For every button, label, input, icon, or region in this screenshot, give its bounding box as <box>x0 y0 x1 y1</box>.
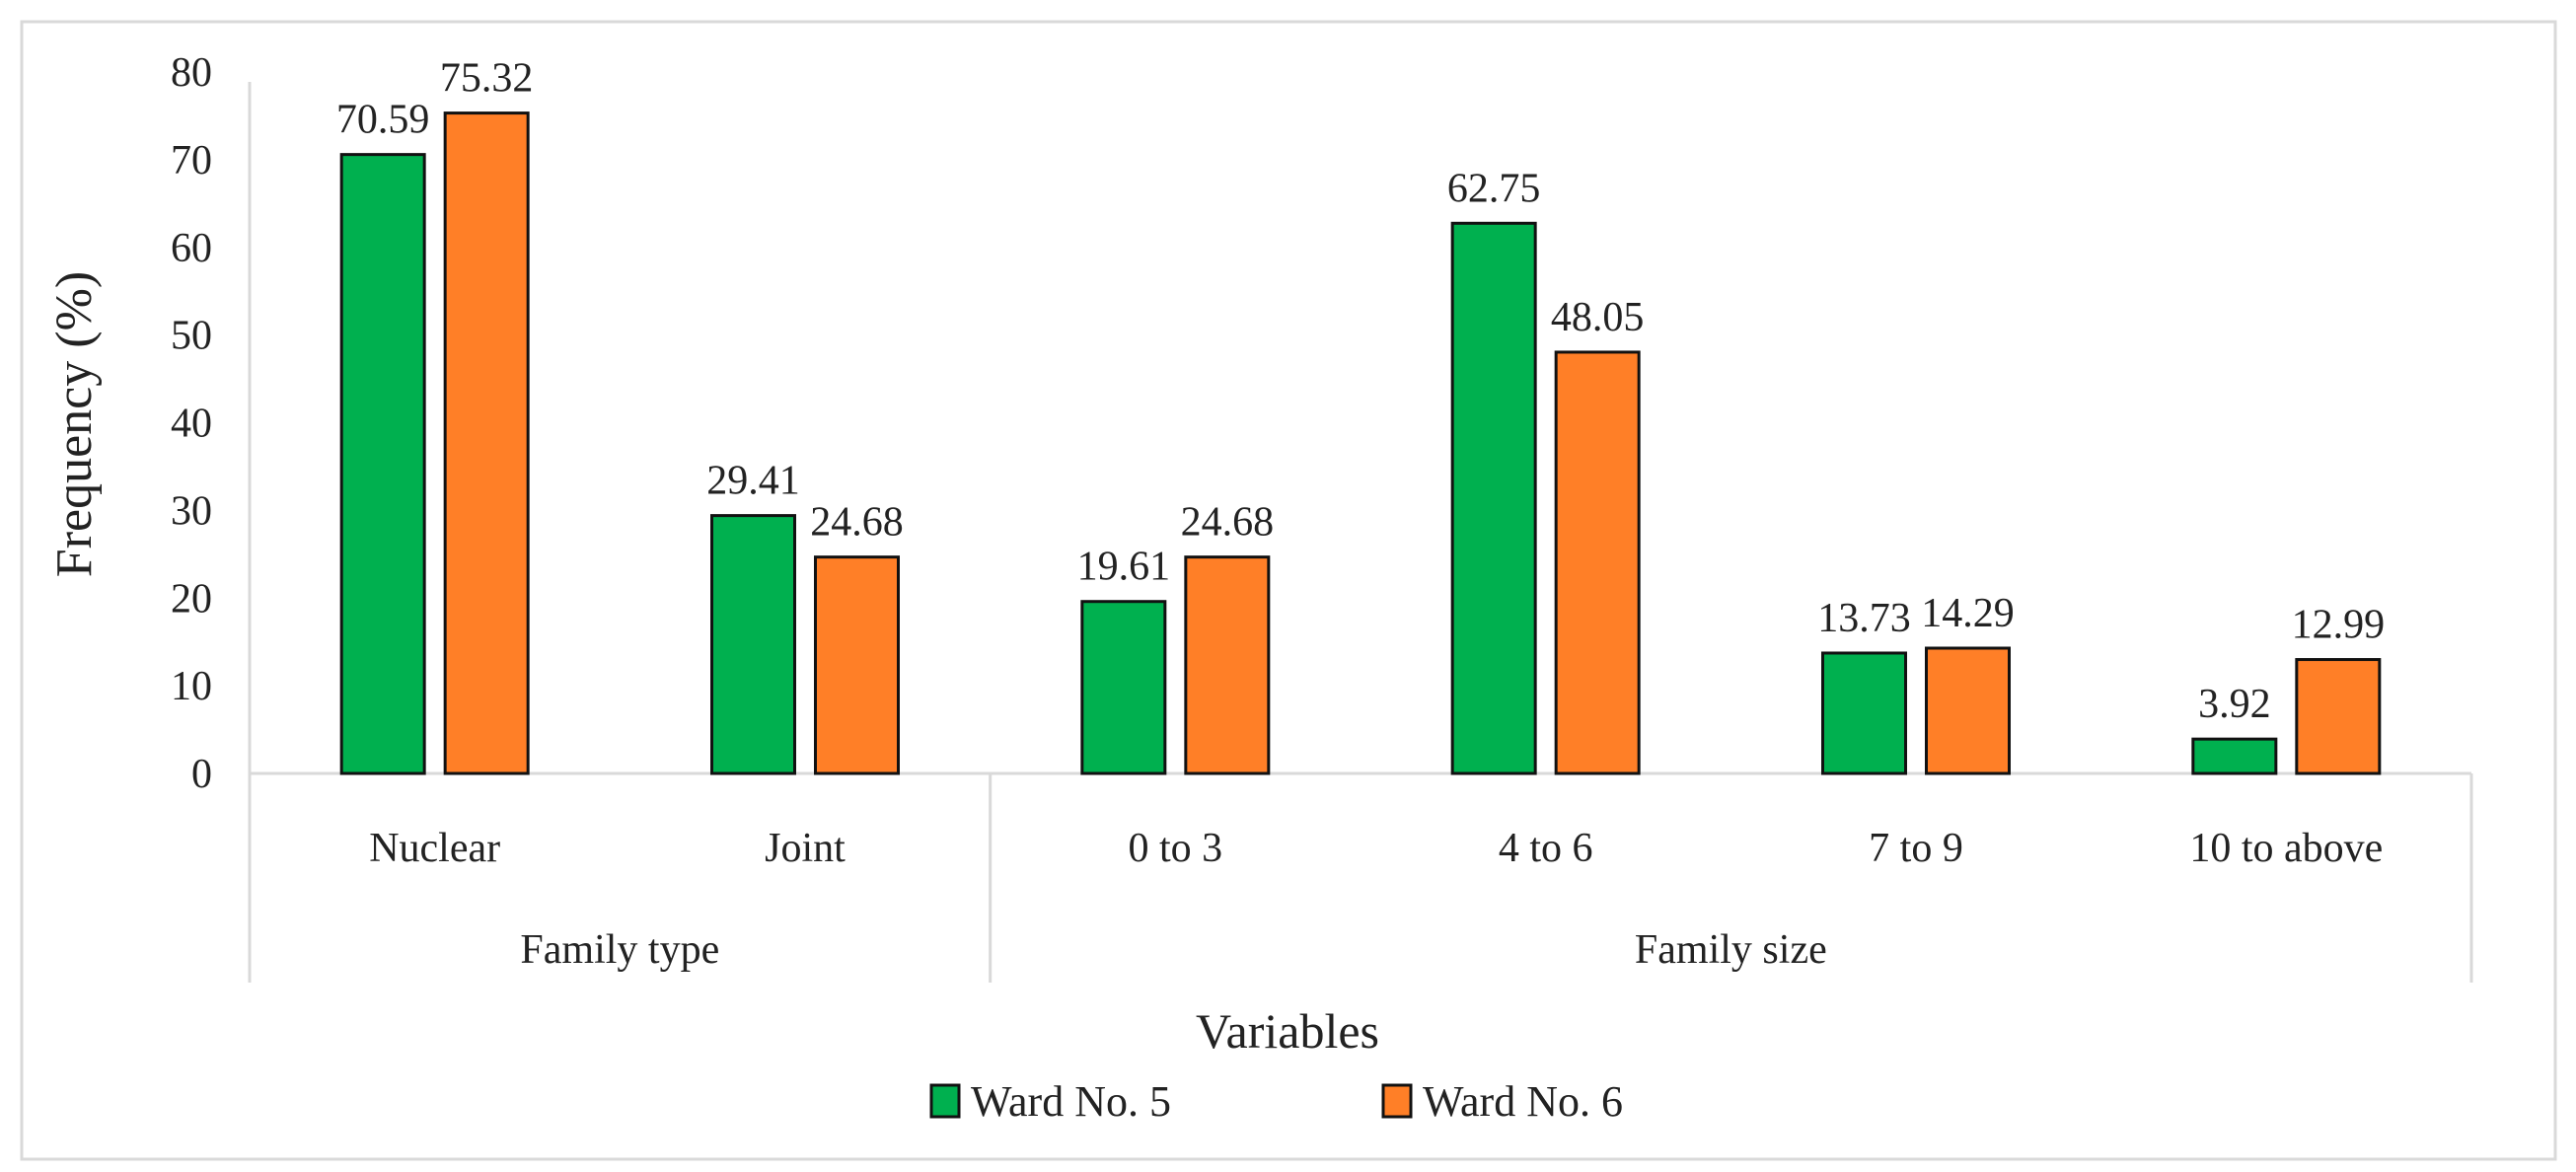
data-label: 62.75 <box>1447 166 1541 211</box>
data-label: 12.99 <box>2292 603 2386 648</box>
bar-ward-5 <box>710 514 796 775</box>
category-label: 10 to above <box>2189 826 2383 871</box>
data-label: 14.29 <box>1921 591 2015 636</box>
bar-ward-6 <box>2295 658 2382 775</box>
data-label: 29.41 <box>706 459 800 504</box>
y-axis-ticks: 0 10 20 30 40 50 60 70 80 <box>171 50 212 797</box>
bar-ward-5 <box>2191 737 2278 775</box>
category-label: 0 to 3 <box>1128 826 1222 871</box>
data-label: 48.05 <box>1551 295 1645 340</box>
bar-ward-6 <box>443 111 530 775</box>
y-axis-title: Frequency (%) <box>46 271 103 577</box>
bar-ward-6 <box>1184 555 1271 775</box>
bar-ward-5 <box>339 153 426 775</box>
bars <box>339 111 2382 775</box>
category-label: 4 to 6 <box>1499 826 1593 871</box>
bar-ward-5 <box>1450 221 1537 775</box>
y-tick-label: 30 <box>171 488 212 534</box>
y-tick-label: 80 <box>171 50 212 96</box>
y-tick-label: 20 <box>171 576 212 622</box>
group-labels: Family type Family size <box>520 773 1827 983</box>
group-label: Family type <box>520 927 719 973</box>
y-tick-label: 0 <box>191 752 212 797</box>
category-label: Nuclear <box>369 826 500 871</box>
y-tick-label: 50 <box>171 314 212 359</box>
data-label: 70.59 <box>336 98 430 143</box>
data-label: 24.68 <box>810 500 904 546</box>
bar-ward-6 <box>1554 350 1641 775</box>
bar-ward-5 <box>1080 600 1167 775</box>
data-label: 19.61 <box>1077 545 1171 590</box>
data-labels: 70.59 29.41 19.61 62.75 13.73 3.92 75.32 24.68 2… <box>336 56 2385 728</box>
legend-label: Ward No. 5 <box>971 1077 1171 1126</box>
y-tick-label: 10 <box>171 664 212 709</box>
data-label: 75.32 <box>440 56 534 102</box>
y-tick-label: 70 <box>171 138 212 183</box>
y-tick-label: 60 <box>171 226 212 271</box>
category-axis <box>248 82 2473 983</box>
category-label: 7 to 9 <box>1869 826 1963 871</box>
data-label: 24.68 <box>1181 500 1275 546</box>
legend: Ward No. 5 Ward No. 6 <box>929 1077 1623 1126</box>
y-tick-label: 40 <box>171 402 212 447</box>
legend-swatch-ward-5 <box>929 1083 961 1119</box>
x-axis-title: Variables <box>1196 1003 1379 1059</box>
category-labels: Nuclear Joint 0 to 3 4 to 6 7 to 9 10 to abov… <box>369 826 2383 871</box>
data-label: 13.73 <box>1817 596 1911 641</box>
bar-ward-5 <box>1821 651 1907 775</box>
bar-ward-6 <box>1925 646 2011 775</box>
category-label: Joint <box>765 826 846 871</box>
legend-swatch-ward-6 <box>1381 1083 1413 1119</box>
bar-ward-6 <box>814 555 900 775</box>
group-label: Family size <box>1635 927 1827 973</box>
data-label: 3.92 <box>2198 682 2271 727</box>
legend-label: Ward No. 6 <box>1423 1077 1623 1126</box>
